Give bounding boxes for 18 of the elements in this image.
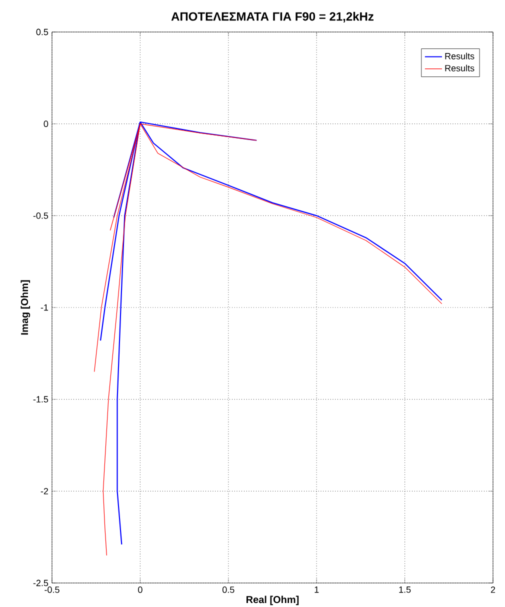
y-tick-label: -2 — [40, 488, 48, 494]
x-tick-label: 1 — [314, 586, 319, 593]
x-tick-label: 0 — [138, 586, 142, 593]
x-axis-title: Real [Ohm] — [246, 596, 299, 606]
y-tick-label: -0.5 — [33, 212, 48, 219]
x-tick-label: 2 — [490, 586, 496, 593]
y-tick-label: -2.5 — [33, 580, 48, 586]
y-tick-label: -1.5 — [33, 396, 48, 402]
y-tick-label: 0 — [44, 120, 48, 128]
x-tick-label: 1.5 — [399, 586, 411, 593]
x-tick-label: -0.5 — [44, 586, 60, 593]
legend-label: Results — [445, 52, 474, 60]
legend-label: Results — [445, 64, 474, 72]
y-axis-title: Imag [Ohm] — [20, 280, 30, 335]
x-tick-label: 0.5 — [222, 586, 234, 593]
y-tick-label: -1 — [40, 304, 48, 311]
y-tick-label: 0.5 — [36, 28, 48, 36]
chart-title: ΑΠΟΤΕΛΕΣΜΑΤΑ ΓΙΑ F90 = 21,2kHz — [171, 12, 374, 22]
